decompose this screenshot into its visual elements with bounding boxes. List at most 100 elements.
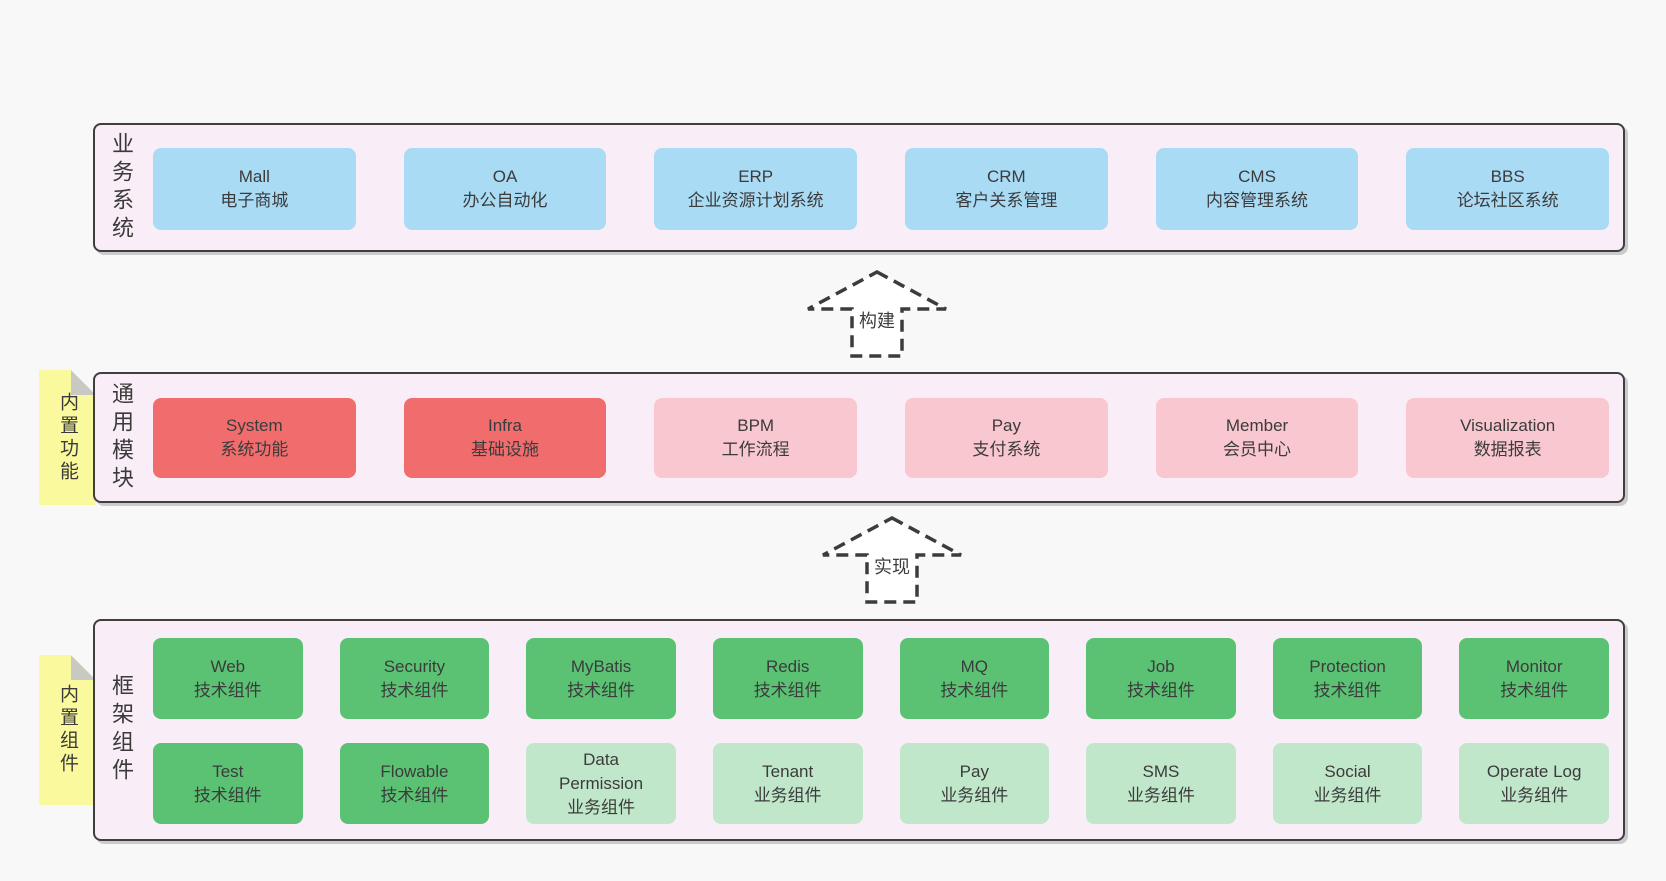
box-subtitle: 系统功能: [220, 440, 289, 459]
box-title: MQ: [960, 656, 988, 676]
band-label-business-systems: 业务系统: [103, 125, 139, 250]
box-subtitle: 内容管理系统: [1206, 191, 1309, 210]
box-subtitle: 技术组件: [940, 680, 1009, 700]
box-cms: CMS 内容管理系统: [1155, 148, 1359, 230]
box-subtitle: 业务组件: [1126, 785, 1195, 805]
band-label-text: 业务系统: [109, 131, 134, 244]
box-erp: ERP 企业资源计划系统: [654, 148, 858, 230]
box-subtitle: 业务组件: [1500, 785, 1569, 805]
band-label-text: 框架组件: [109, 674, 134, 786]
box-crm: CRM 客户关系管理: [905, 148, 1108, 230]
box-sms: SMS 业务组件: [1086, 743, 1236, 824]
sticky-note-builtin-components: 内置组件: [39, 655, 96, 805]
box-monitor: Monitor 技术组件: [1459, 638, 1609, 719]
band-label-common-modules: 通用模块: [103, 374, 139, 501]
box-operate-log: Operate Log 业务组件: [1459, 743, 1609, 824]
box-subtitle: 数据报表: [1473, 440, 1542, 459]
box-oa: OA 办公自动化: [403, 148, 607, 230]
box-mybatis: MyBatis 技术组件: [526, 638, 676, 719]
box-bbs: BBS 论坛社区系统: [1406, 148, 1610, 230]
box-pay-component: Pay 业务组件: [899, 743, 1050, 824]
sticky-label: 内置组件: [57, 684, 78, 776]
box-subtitle: 办公自动化: [462, 191, 548, 210]
box-data-permission: Data Permission 业务组件: [526, 743, 676, 824]
box-subtitle: 电子商城: [220, 191, 289, 210]
framework-components-row-2: Test 技术组件 Flowable 技术组件 Data Permission …: [153, 743, 1609, 824]
box-title: Tenant: [762, 761, 814, 781]
box-title: OA: [492, 167, 518, 186]
box-title: Pay: [959, 761, 989, 781]
box-subtitle: 技术组件: [380, 785, 449, 805]
framework-components-row-1: Web 技术组件 Security 技术组件 MyBatis 技术组件 Redi…: [153, 638, 1609, 719]
box-subtitle: 业务组件: [1313, 785, 1382, 805]
box-title: Job: [1147, 656, 1175, 676]
box-subtitle: 企业资源计划系统: [687, 191, 824, 210]
box-member: Member 会员中心: [1155, 398, 1359, 478]
band-common-modules: 通用模块 System 系统功能 Infra 基础设施 BPM 工作流程 Pay…: [93, 372, 1625, 503]
box-subtitle: 技术组件: [1126, 680, 1195, 700]
arrow-build: 构建: [806, 270, 948, 358]
band-business-systems: 业务系统 Mall 电子商城 OA 办公自动化 ERP 企业资源计划系统 CRM…: [93, 123, 1625, 252]
sticky-label: 内置功能: [57, 391, 78, 484]
box-title: MyBatis: [570, 656, 632, 676]
box-pay: Pay 支付系统: [905, 398, 1108, 478]
box-subtitle: 技术组件: [753, 680, 822, 700]
box-system: System 系统功能: [153, 398, 356, 478]
box-title: Data Permission: [559, 749, 644, 793]
box-social: Social 业务组件: [1272, 743, 1423, 824]
arrow-build-label: 构建: [855, 306, 899, 334]
box-job: Job 技术组件: [1086, 638, 1236, 719]
band-label-framework-components: 框架组件: [103, 621, 139, 839]
box-subtitle: 业务组件: [940, 785, 1009, 805]
box-protection: Protection 技术组件: [1272, 638, 1423, 719]
box-subtitle: 工作流程: [721, 440, 790, 459]
sticky-note-builtin-features: 内置功能: [39, 370, 96, 505]
box-web: Web 技术组件: [153, 638, 303, 719]
business-systems-row: Mall 电子商城 OA 办公自动化 ERP 企业资源计划系统 CRM 客户关系…: [153, 148, 1610, 230]
box-title: Web: [210, 656, 246, 676]
box-title: System: [225, 416, 283, 435]
box-subtitle: 技术组件: [193, 680, 262, 700]
box-subtitle: 支付系统: [972, 440, 1041, 459]
box-title: Infra: [487, 416, 523, 435]
box-title: BBS: [1490, 167, 1525, 186]
box-subtitle: 会员中心: [1223, 440, 1292, 459]
box-subtitle: 技术组件: [1500, 680, 1569, 700]
box-title: Pay: [991, 416, 1021, 435]
box-subtitle: 业务组件: [567, 797, 636, 817]
box-title: BPM: [737, 416, 775, 435]
box-title: Security: [383, 656, 446, 676]
box-bpm: BPM 工作流程: [654, 398, 858, 478]
box-title: Protection: [1309, 656, 1386, 676]
box-subtitle: 论坛社区系统: [1456, 191, 1559, 210]
box-title: CMS: [1238, 167, 1276, 186]
box-mq: MQ 技术组件: [899, 638, 1050, 719]
box-title: SMS: [1142, 761, 1180, 781]
box-flowable: Flowable 技术组件: [339, 743, 490, 824]
box-security: Security 技术组件: [339, 638, 490, 719]
box-title: Mall: [238, 167, 270, 186]
arrow-implement-label: 实现: [870, 552, 914, 580]
box-subtitle: 基础设施: [471, 440, 539, 459]
box-infra: Infra 基础设施: [403, 398, 607, 478]
box-subtitle: 技术组件: [1313, 680, 1382, 700]
box-subtitle: 业务组件: [753, 785, 822, 805]
box-title: Visualization: [1460, 416, 1556, 435]
band-label-text: 通用模块: [109, 381, 134, 494]
box-visualization: Visualization 数据报表: [1406, 398, 1610, 478]
box-title: Social: [1324, 761, 1371, 781]
box-title: Redis: [765, 656, 810, 676]
box-subtitle: 技术组件: [567, 680, 636, 700]
box-subtitle: 技术组件: [193, 785, 262, 805]
box-tenant: Tenant 业务组件: [712, 743, 863, 824]
box-title: Operate Log: [1486, 761, 1582, 781]
box-title: Flowable: [380, 761, 449, 781]
box-title: CRM: [986, 167, 1026, 186]
box-subtitle: 客户关系管理: [955, 191, 1058, 210]
common-modules-row: System 系统功能 Infra 基础设施 BPM 工作流程 Pay 支付系统…: [153, 398, 1610, 478]
box-subtitle: 技术组件: [380, 680, 449, 700]
arrow-implement: 实现: [821, 516, 963, 604]
box-title: Member: [1225, 416, 1289, 435]
box-title: ERP: [738, 167, 774, 186]
